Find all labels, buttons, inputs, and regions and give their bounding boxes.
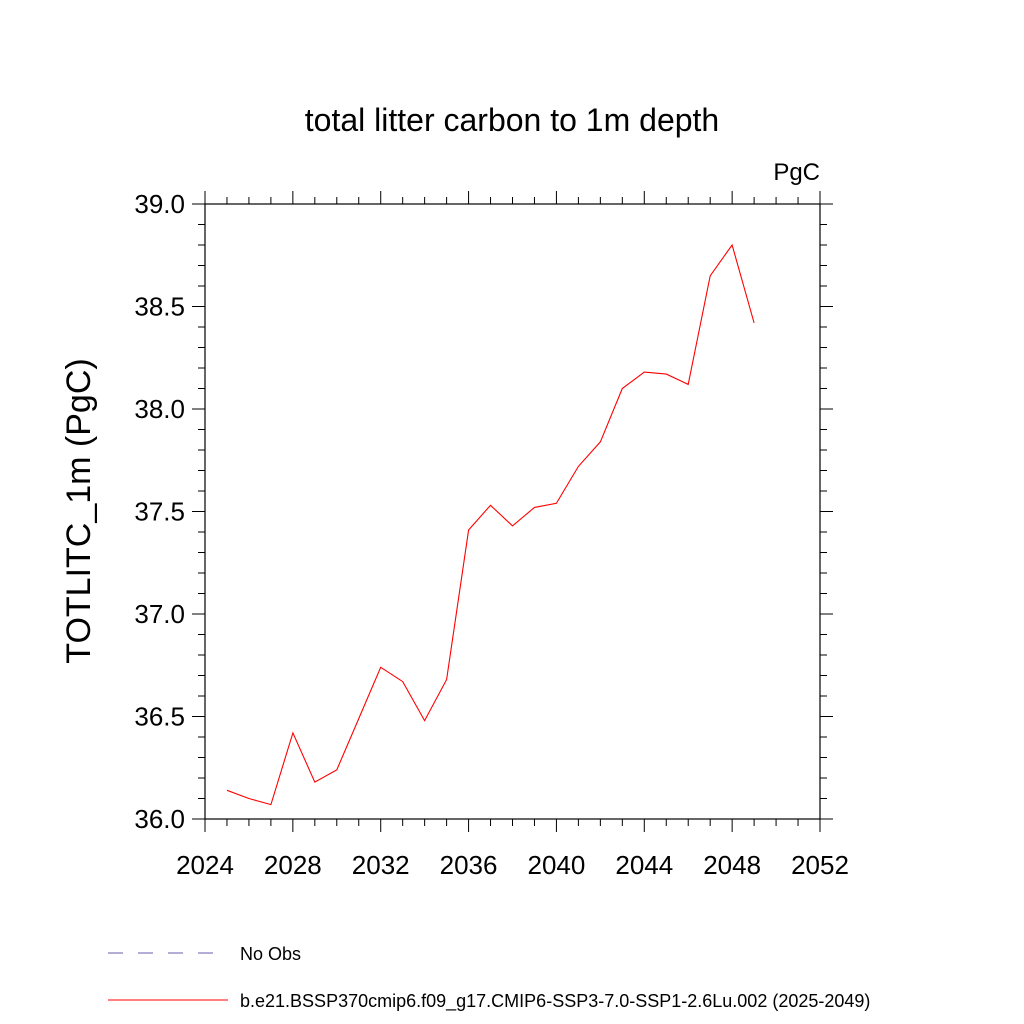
- x-tick-label: 2036: [440, 850, 498, 880]
- x-tick-label: 2044: [615, 850, 673, 880]
- x-tick-label: 2024: [176, 850, 234, 880]
- x-tick-label: 2028: [264, 850, 322, 880]
- y-tick-label: 38.5: [134, 292, 185, 322]
- y-tick-label: 36.0: [134, 804, 185, 834]
- y-tick-label: 38.0: [134, 394, 185, 424]
- y-tick-label: 37.0: [134, 599, 185, 629]
- series-layer: [226, 243, 755, 806]
- legend-label-2: b.e21.BSSP370cmip6.f09_g17.CMIP6-SSP3-7.…: [240, 991, 870, 1012]
- series-line: [226, 243, 755, 806]
- chart-title: total litter carbon to 1m depth: [305, 102, 719, 138]
- y-tick-label: 39.0: [134, 189, 185, 219]
- x-tick-label: 2052: [791, 850, 849, 880]
- y-tick-label: 37.5: [134, 497, 185, 527]
- y-tick-label: 36.5: [134, 702, 185, 732]
- legend-label-1: No Obs: [240, 944, 301, 964]
- x-tick-label: 2040: [528, 850, 586, 880]
- x-tick-label: 2048: [703, 850, 761, 880]
- y-axis-label: TOTLITC_1m (PgC): [60, 358, 98, 663]
- axes: 2024 2028 2032 2036 2040 2044 2048 2052 36.0 36.5…: [134, 189, 849, 880]
- x-tick-label: 2032: [352, 850, 410, 880]
- plot-frame: [204, 203, 821, 820]
- units-label: PgC: [773, 159, 820, 186]
- legend: No Obs b.e21.BSSP370cmip6.f09_g17.CMIP6-S…: [108, 944, 870, 1012]
